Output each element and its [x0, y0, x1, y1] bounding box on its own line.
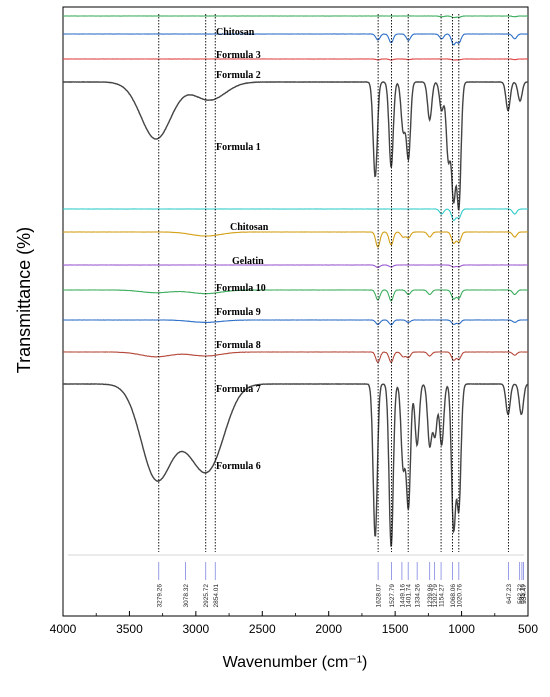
peak-label: 1020.76 [456, 584, 463, 608]
y-axis-title: Transmittance (%) [14, 227, 34, 373]
series-line [62, 319, 528, 326]
peak-label: 1068.06 [450, 584, 457, 608]
series-label: Formula 8 [216, 340, 261, 351]
x-tick-label: 2000 [315, 622, 342, 636]
peak-label: 3279.26 [156, 584, 163, 608]
peak-label: 1154.27 [439, 584, 446, 607]
peak-label: 1334.26 [415, 584, 422, 608]
x-tick-label: 500 [518, 622, 538, 636]
series-label: Formula 10 [216, 283, 266, 294]
series-line [63, 383, 529, 547]
x-tick-label: 1500 [382, 622, 409, 636]
series-line [62, 58, 528, 61]
series-line [62, 208, 529, 221]
x-tick-label: 3500 [116, 622, 143, 636]
x-tick-label: 4000 [50, 622, 77, 636]
series-label: Formula 2 [216, 70, 261, 81]
peak-label: 2854.01 [213, 584, 220, 608]
series-label: Gelatin [232, 256, 264, 267]
x-axis: 4000 3500 3000 2500 2000 1500 1000 500 [50, 611, 538, 636]
series-line [62, 15, 529, 19]
reference-lines [158, 14, 509, 552]
peak-label: 1239.96 [427, 584, 434, 608]
peak-label: 1202.79 [432, 584, 439, 608]
peak-label: 545.76 [519, 584, 526, 604]
series-labels: Chitosan Formula 3 Formula 2 Formula 1 Chito… [216, 27, 269, 472]
peak-label: 562.72 [517, 584, 524, 604]
x-tick-label: 3000 [183, 622, 210, 636]
peak-label: 647.23 [506, 584, 513, 604]
series-label: Chitosan [230, 222, 269, 233]
x-tick-label: 2500 [249, 622, 276, 636]
series-label: Formula 1 [216, 142, 261, 153]
series-label: Formula 7 [216, 384, 261, 395]
peak-label: 534.47 [521, 584, 528, 604]
peak-label: 1449.16 [399, 584, 406, 608]
series-line [63, 33, 528, 46]
plot-frame [62, 6, 529, 617]
series-line [62, 81, 528, 211]
series-line [62, 351, 529, 364]
series-group [62, 15, 529, 547]
peak-label: 3078.32 [183, 584, 190, 608]
series-line [62, 289, 529, 302]
x-tick-label: 1000 [448, 622, 475, 636]
peak-label: 1628.07 [376, 584, 383, 608]
peak-label: 2925.72 [203, 584, 210, 608]
series-line [62, 264, 528, 269]
peak-label: 1401.74 [406, 584, 413, 608]
series-line [62, 231, 529, 248]
series-label: Formula 9 [216, 307, 261, 318]
peak-label: 1527.79 [389, 584, 396, 608]
series-label: Formula 6 [216, 461, 261, 472]
peak-table: 3279.26 3078.32 2925.72 2854.01 1628.07 1527.… [68, 554, 528, 608]
series-label: Chitosan [216, 27, 255, 38]
x-axis-title: Wavenumber (cm⁻¹) [223, 654, 368, 671]
series-label: Formula 3 [216, 50, 261, 61]
